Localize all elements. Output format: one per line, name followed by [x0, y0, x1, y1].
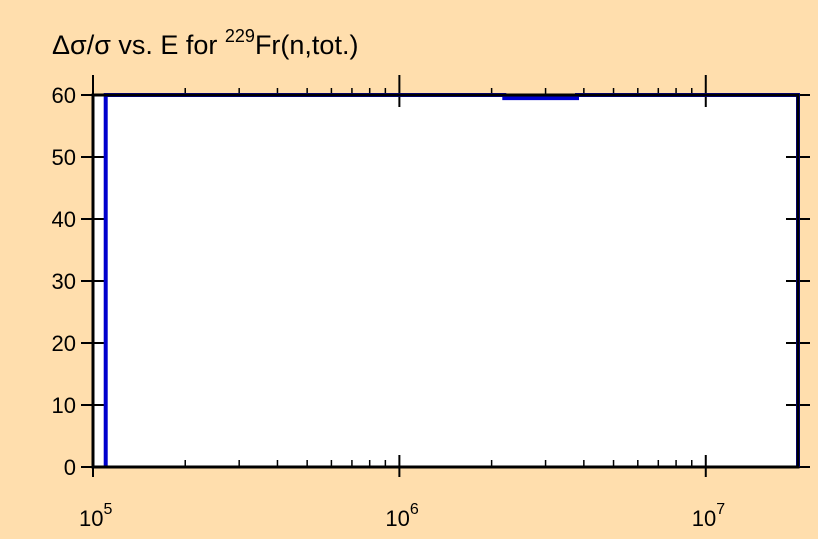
x-tick-label: 107: [692, 501, 725, 531]
y-tick-label: 50: [52, 145, 76, 170]
y-tick-labels: 0 10 20 30 40 50 60: [52, 83, 76, 480]
y-tick-label: 10: [52, 393, 76, 418]
x-tick-label: 106: [385, 501, 418, 531]
y-tick-label: 60: [52, 83, 76, 108]
chart-title-suffix: Fr(n,tot.): [255, 30, 359, 60]
plot-frame: [91, 93, 800, 469]
chart-title-prefix: Δσ/σ vs. E for: [52, 30, 225, 60]
y-tick-label: 0: [64, 455, 76, 480]
plot-area: [93, 95, 798, 467]
x-tick-label: 105: [79, 501, 112, 531]
chart-title-superscript: 229: [225, 26, 255, 46]
x-tick-labels: 105 106 107: [79, 501, 725, 531]
y-tick-label: 40: [52, 207, 76, 232]
chart-title: Δσ/σ vs. E for 229Fr(n,tot.): [52, 26, 358, 60]
y-tick-label: 20: [52, 331, 76, 356]
y-tick-label: 30: [52, 269, 76, 294]
